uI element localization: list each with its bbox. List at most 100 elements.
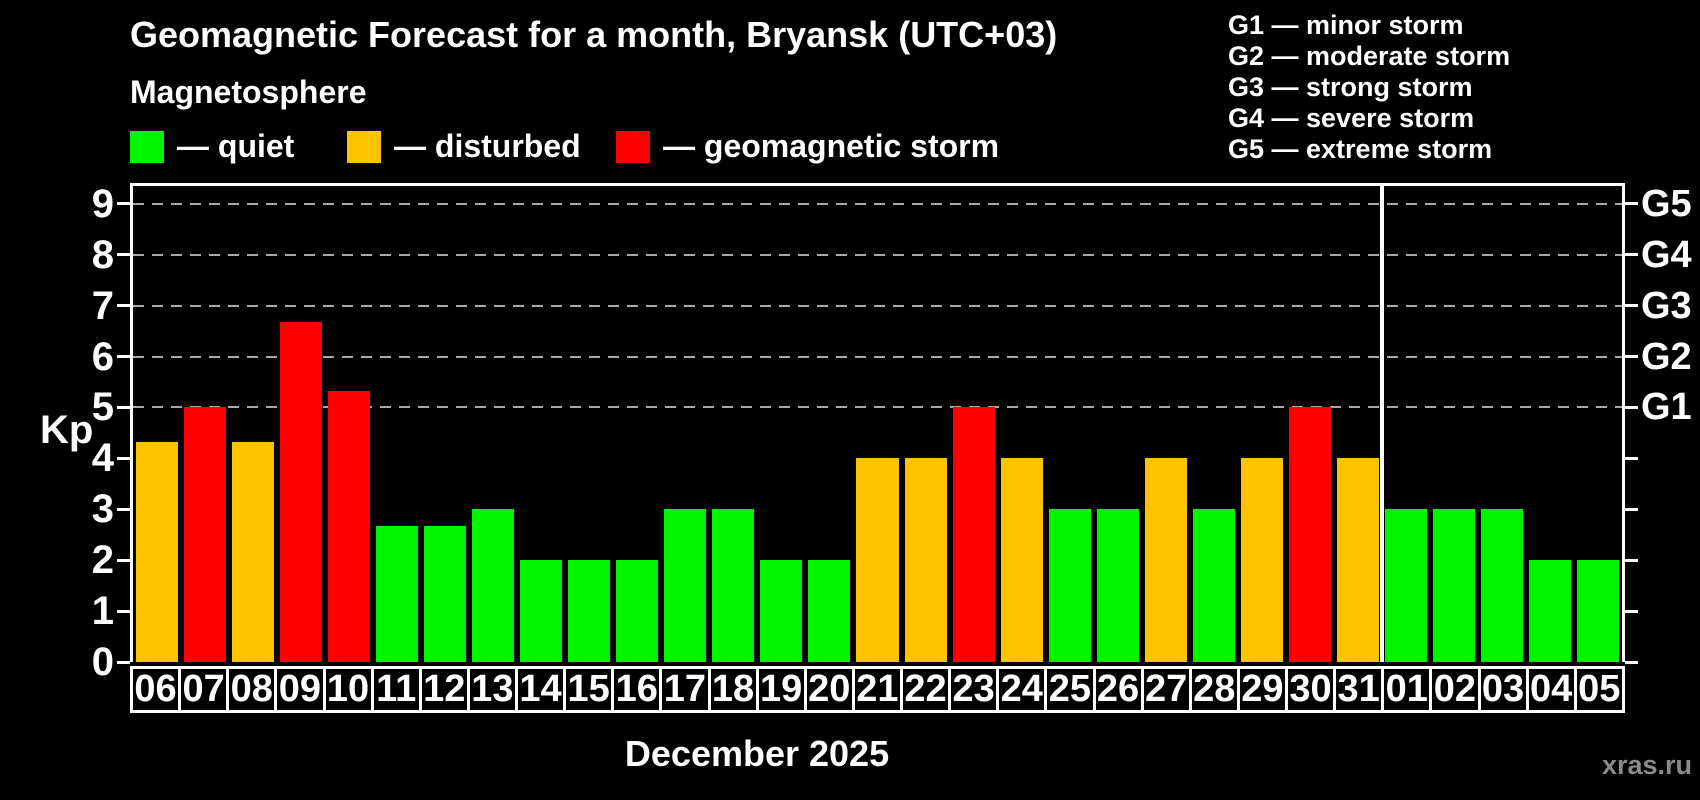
legend-item-quiet: — quiet	[130, 128, 294, 165]
gridline-kp7	[133, 304, 1622, 307]
day-label-04: 04	[1525, 666, 1577, 713]
kp-tick-left-3	[117, 507, 130, 511]
kp-bar-18	[712, 509, 755, 662]
g-axis-label-g5: G5	[1641, 182, 1692, 225]
day-label-18: 18	[707, 666, 759, 713]
day-label-05: 05	[1573, 666, 1625, 713]
kp-tick-left-5	[117, 405, 130, 409]
kp-tick-right-0	[1625, 660, 1638, 664]
legend-label-disturbed: — disturbed	[394, 128, 581, 164]
chart-subtitle: Magnetosphere	[130, 74, 367, 110]
day-label-15: 15	[563, 666, 615, 713]
day-label-26: 26	[1092, 666, 1144, 713]
month-label: December 2025	[624, 733, 890, 774]
watermark: xras.ru	[1601, 750, 1692, 780]
kp-bar-29	[1240, 458, 1283, 662]
kp-tick-right-9	[1625, 202, 1638, 206]
kp-bar-19	[760, 560, 803, 662]
kp-bar-01	[1384, 509, 1427, 662]
day-label-21: 21	[851, 666, 903, 713]
kp-tick-right-3	[1625, 507, 1638, 511]
g-axis-label-g3: G3	[1641, 284, 1692, 327]
kp-bar-20	[808, 560, 851, 662]
kp-tick-label-7: 7	[91, 283, 114, 328]
kp-bar-07	[184, 407, 227, 662]
day-label-30: 30	[1285, 666, 1337, 713]
kp-tick-right-5	[1625, 405, 1638, 409]
kp-bar-24	[1000, 458, 1043, 662]
kp-bar-31	[1336, 458, 1379, 662]
kp-bar-28	[1192, 509, 1235, 662]
disturbed-swatch	[347, 130, 381, 163]
day-label-07: 07	[178, 666, 230, 713]
kp-bar-30	[1288, 407, 1331, 662]
kp-bar-10	[328, 390, 371, 662]
day-label-09: 09	[274, 666, 326, 713]
day-label-06: 06	[130, 666, 182, 713]
kp-bar-05	[1576, 560, 1619, 662]
kp-bar-06	[136, 441, 179, 662]
kp-bar-16	[616, 560, 659, 662]
storm-swatch	[616, 130, 650, 163]
kp-tick-left-6	[117, 355, 130, 359]
day-label-29: 29	[1236, 666, 1288, 713]
legend-item-storm: — geomagnetic storm	[616, 128, 999, 165]
kp-tick-label-0: 0	[91, 640, 114, 684]
legend-label-storm: — geomagnetic storm	[663, 128, 1000, 164]
kp-tick-right-2	[1625, 558, 1638, 562]
day-label-12: 12	[418, 666, 470, 713]
day-label-17: 17	[659, 666, 711, 713]
kp-bar-14	[520, 560, 563, 662]
day-label-14: 14	[515, 666, 567, 713]
kp-bar-09	[280, 322, 323, 662]
kp-bar-02	[1432, 509, 1475, 662]
kp-bar-27	[1144, 458, 1187, 662]
kp-bar-11	[376, 526, 419, 662]
kp-bar-03	[1480, 509, 1523, 662]
kp-tick-left-8	[117, 253, 130, 257]
day-label-11: 11	[370, 666, 422, 713]
kp-tick-label-2: 2	[91, 538, 114, 583]
kp-tick-label-9: 9	[91, 181, 114, 226]
kp-tick-label-6: 6	[91, 334, 114, 379]
day-label-19: 19	[755, 666, 807, 713]
kp-tick-left-0	[117, 660, 130, 664]
day-label-10: 10	[322, 666, 374, 713]
legend-label-quiet: — quiet	[177, 128, 295, 164]
kp-tick-label-3: 3	[91, 487, 114, 532]
day-label-20: 20	[803, 666, 855, 713]
quiet-swatch	[130, 130, 164, 163]
kp-tick-label-5: 5	[91, 385, 114, 430]
g-legend-line-g5: G5 — extreme storm	[1228, 134, 1493, 164]
kp-bar-13	[472, 509, 515, 662]
kp-tick-left-7	[117, 304, 130, 308]
page-title: Geomagnetic Forecast for a month, Bryans…	[130, 14, 1058, 55]
kp-bar-22	[904, 458, 947, 662]
day-label-24: 24	[996, 666, 1048, 713]
kp-tick-left-9	[117, 202, 130, 206]
kp-tick-left-4	[117, 456, 130, 460]
gridline-kp9	[133, 202, 1622, 205]
kp-bar-23	[952, 407, 995, 662]
day-label-25: 25	[1044, 666, 1096, 713]
kp-tick-right-6	[1625, 355, 1638, 359]
day-label-27: 27	[1140, 666, 1192, 713]
day-label-16: 16	[611, 666, 663, 713]
kp-tick-left-1	[117, 609, 130, 613]
g-scale-legend: G1 — minor storm G2 — moderate storm G3 …	[1228, 10, 1510, 165]
gridline-kp6	[133, 355, 1622, 358]
kp-bar-17	[664, 509, 707, 662]
plot-area	[117, 183, 1638, 664]
day-label-31: 31	[1333, 666, 1385, 713]
g-legend-line-g2: G2 — moderate storm	[1228, 41, 1511, 71]
g-legend-line-g3: G3 — strong storm	[1228, 72, 1473, 102]
kp-tick-label-8: 8	[91, 232, 114, 277]
day-label-03: 03	[1477, 666, 1529, 713]
g-axis-label-g1: G1	[1641, 386, 1692, 429]
day-label-02: 02	[1429, 666, 1481, 713]
legend-item-disturbed: — disturbed	[347, 128, 581, 165]
gridline-kp5	[133, 406, 1622, 409]
kp-tick-right-1	[1625, 609, 1638, 613]
g-legend-line-g1: G1 — minor storm	[1228, 10, 1464, 40]
